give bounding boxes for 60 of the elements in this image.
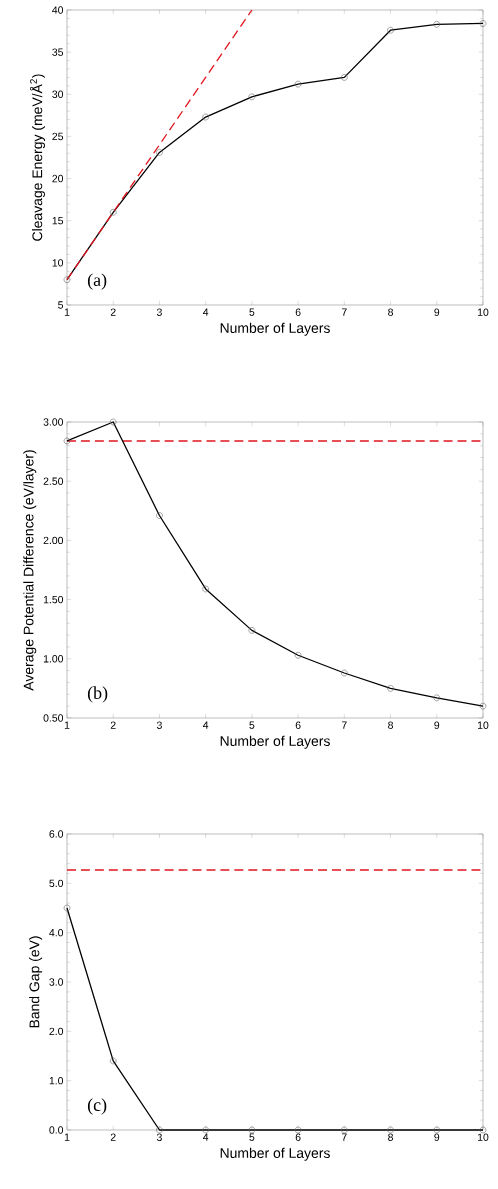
- y-tick-label: 20: [52, 174, 64, 183]
- x-tick-label: 6: [295, 721, 301, 729]
- annotation: (c): [87, 1098, 107, 1115]
- x-tick-label: 8: [388, 721, 393, 729]
- x-tick-label: 8: [388, 308, 393, 316]
- x-tick-label: 4: [202, 1133, 209, 1141]
- x-tick-label: 9: [434, 1133, 440, 1141]
- x-tick-label: 5: [249, 1133, 255, 1141]
- x-tick-label: 7: [341, 1133, 347, 1141]
- y-tick-label: 2.50: [43, 477, 64, 485]
- annotation: (a): [87, 273, 107, 290]
- y-tick-label: 25: [52, 132, 64, 141]
- y-tick-label: 1.00: [43, 655, 64, 663]
- x-tick-label: 2: [110, 1133, 116, 1141]
- x-tick-label: 5: [249, 721, 255, 729]
- x-tick-label: 10: [477, 721, 489, 729]
- y-tick-label: 2.0: [49, 1027, 64, 1036]
- x-tick-label: 4: [202, 308, 209, 316]
- y-tick-label: 1.50: [43, 595, 64, 604]
- y-axis-title: Average Potential Difference (eV/layer): [23, 450, 37, 691]
- annotation: (b): [87, 686, 108, 703]
- x-tick-label: 7: [341, 721, 347, 729]
- x-tick-label: 10: [477, 1133, 489, 1141]
- x-tick-label: 4: [202, 721, 209, 729]
- x-tick-label: 1: [64, 721, 70, 729]
- x-tick-label: 6: [295, 308, 301, 316]
- x-tick-label: 6: [295, 1133, 301, 1141]
- x-axis-title: Number of Layers: [220, 322, 330, 336]
- x-tick-label: 2: [110, 308, 116, 316]
- y-tick-label: 4.0: [49, 928, 64, 937]
- y-tick-label: 5.0: [49, 879, 64, 888]
- y-tick-label: 30: [52, 90, 64, 98]
- y-tick-label: 2.00: [43, 536, 64, 545]
- y-tick-label: 35: [52, 48, 64, 56]
- x-tick-label: 10: [477, 308, 489, 316]
- x-tick-label: 5: [249, 308, 255, 316]
- x-tick-label: 3: [156, 721, 162, 729]
- x-tick-label: 1: [64, 1133, 70, 1141]
- y-tick-label: 40: [52, 6, 64, 14]
- y-tick-label: 15: [52, 217, 64, 225]
- x-tick-label: 2: [110, 721, 116, 729]
- y-tick-label: 3.00: [43, 418, 64, 426]
- x-tick-label: 3: [156, 308, 162, 316]
- y-tick-label: 0.0: [49, 1126, 64, 1134]
- x-tick-label: 7: [341, 308, 347, 316]
- y-tick-label: 3.0: [49, 978, 64, 986]
- y-tick-label: 1.0: [49, 1076, 64, 1085]
- y-tick-label: 5: [58, 301, 64, 309]
- x-tick-label: 3: [156, 1133, 162, 1141]
- y-tick-label: 6.0: [49, 830, 64, 838]
- x-axis-title: Number of Layers: [220, 735, 330, 749]
- x-tick-label: 9: [434, 721, 440, 729]
- y-tick-label: 0.50: [43, 714, 64, 722]
- y-tick-label: 10: [52, 259, 64, 267]
- x-tick-label: 8: [388, 1133, 393, 1141]
- x-axis-title: Number of Layers: [220, 1147, 330, 1161]
- x-tick-label: 9: [434, 308, 440, 316]
- y-axis-title: Cleavage Energy (meV/Å$^{2}$): [29, 74, 45, 241]
- x-tick-label: 1: [64, 308, 70, 316]
- y-axis-title: Band Gap (eV): [29, 936, 43, 1028]
